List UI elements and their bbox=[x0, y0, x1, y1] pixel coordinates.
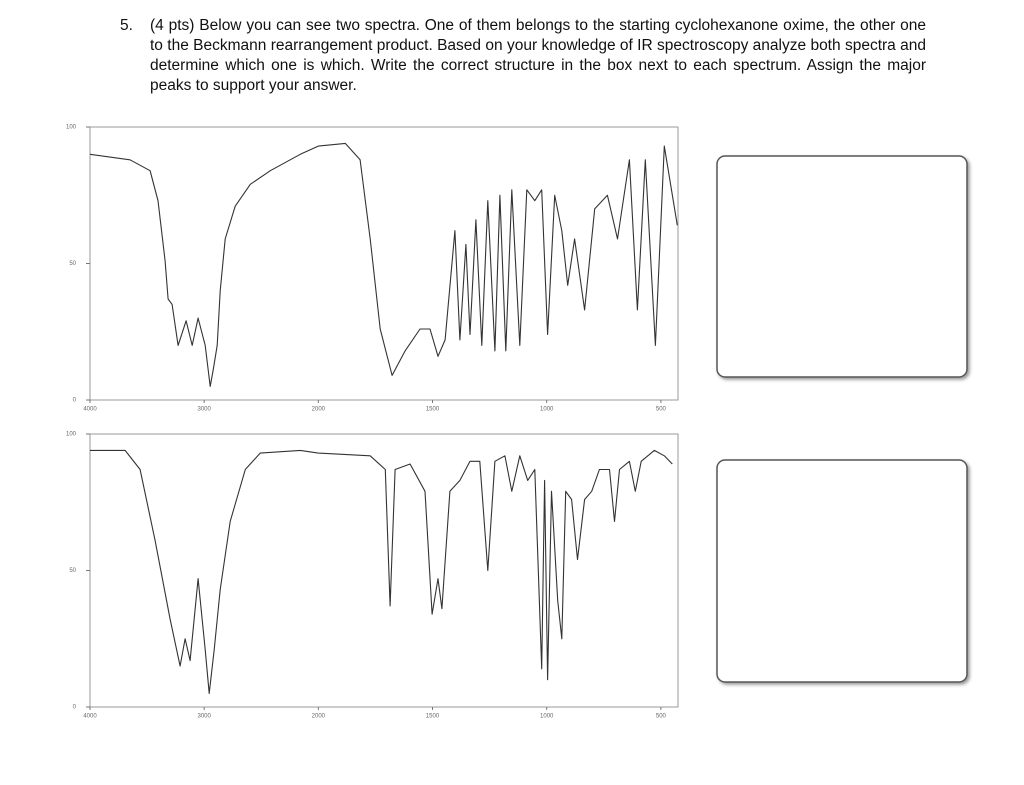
x-tick-label: 1500 bbox=[426, 407, 440, 413]
x-tick-label: 500 bbox=[656, 714, 667, 720]
x-tick-label: 2000 bbox=[312, 714, 326, 720]
y-tick-label: 0 bbox=[73, 398, 77, 404]
x-tick-label: 4000 bbox=[83, 407, 97, 413]
x-tick-label: 1000 bbox=[540, 714, 554, 720]
x-tick-label: 1500 bbox=[426, 714, 440, 720]
x-tick-label: 3000 bbox=[197, 407, 211, 413]
answer-box[interactable] bbox=[716, 155, 968, 378]
y-tick-label: 100 bbox=[66, 125, 77, 131]
answer-box[interactable] bbox=[716, 459, 968, 683]
y-tick-label: 50 bbox=[69, 568, 76, 574]
plot-frame bbox=[89, 433, 679, 708]
y-tick-label: 100 bbox=[66, 432, 77, 438]
spectrum-line bbox=[89, 142, 678, 387]
spectrum-line bbox=[90, 449, 673, 694]
y-tick-label: 50 bbox=[69, 261, 76, 267]
question-number: 5. bbox=[120, 17, 133, 34]
x-tick-label: 3000 bbox=[197, 714, 211, 720]
plot-frame bbox=[89, 126, 679, 401]
x-tick-label: 1000 bbox=[540, 407, 554, 413]
x-tick-label: 500 bbox=[656, 407, 667, 413]
x-tick-label: 4000 bbox=[83, 714, 97, 720]
question-text: (4 pts) Below you can see two spectra. O… bbox=[150, 17, 926, 94]
y-tick-label: 0 bbox=[73, 705, 77, 711]
question: 5. (4 pts) Below you can see two spectra… bbox=[120, 16, 926, 96]
x-tick-label: 2000 bbox=[312, 407, 326, 413]
